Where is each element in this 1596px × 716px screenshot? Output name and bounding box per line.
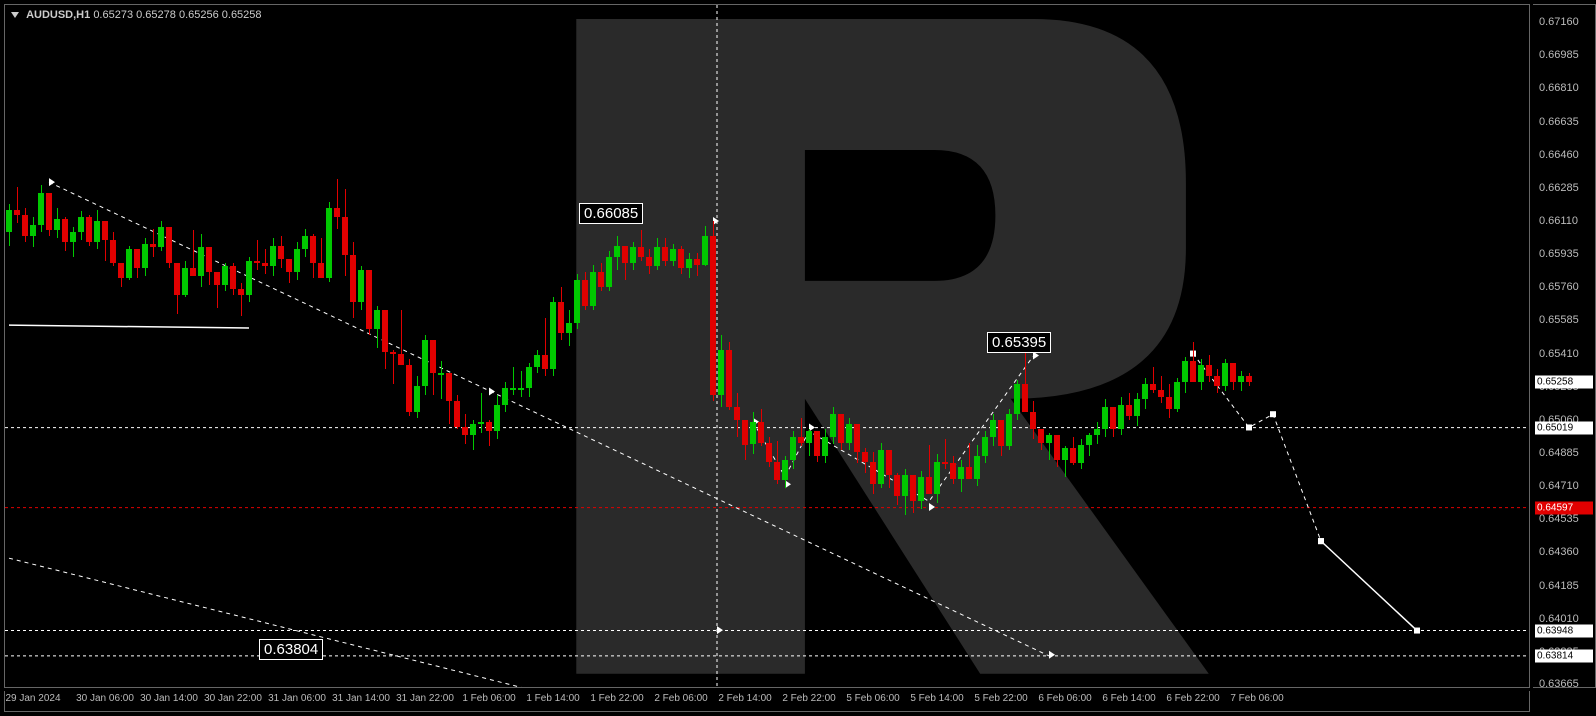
- x-tick: 6 Feb 22:00: [1166, 693, 1219, 704]
- x-tick: 30 Jan 06:00: [76, 693, 134, 704]
- x-tick: 1 Feb 06:00: [462, 693, 515, 704]
- y-axis: 0.67160 0.66985 0.66810 0.66635 0.66460 0.662…: [1533, 4, 1596, 688]
- x-tick: 2 Feb 14:00: [718, 693, 771, 704]
- x-tick: 5 Feb 06:00: [846, 693, 899, 704]
- x-tick: 5 Feb 22:00: [974, 693, 1027, 704]
- x-tick: 2 Feb 06:00: [654, 693, 707, 704]
- x-tick: 1 Feb 14:00: [526, 693, 579, 704]
- y-tick: 0.64360: [1539, 546, 1579, 558]
- y-tick: 0.66285: [1539, 182, 1579, 194]
- price-label: 0.65395: [987, 332, 1051, 353]
- y-tick: 0.64710: [1539, 480, 1579, 492]
- x-tick: 31 Jan 22:00: [396, 693, 454, 704]
- price-tag: 0.65258: [1535, 376, 1593, 389]
- y-tick: 0.64885: [1539, 447, 1579, 459]
- y-tick: 0.63665: [1539, 678, 1579, 690]
- y-tick: 0.65760: [1539, 281, 1579, 293]
- x-tick: 2 Feb 22:00: [782, 693, 835, 704]
- x-tick: 7 Feb 06:00: [1230, 693, 1283, 704]
- price-label: 0.63804: [259, 639, 323, 660]
- x-tick: 1 Feb 22:00: [590, 693, 643, 704]
- y-tick: 0.65410: [1539, 348, 1579, 360]
- y-tick: 0.65585: [1539, 314, 1579, 326]
- chart-area[interactable]: AUDUSD,H1 0.65273 0.65278 0.65256 0.6525…: [4, 4, 1530, 688]
- x-tick: 30 Jan 14:00: [140, 693, 198, 704]
- x-tick: 6 Feb 06:00: [1038, 693, 1091, 704]
- dropdown-icon[interactable]: [11, 12, 19, 18]
- ohlc-label: 0.65273 0.65278 0.65256 0.65258: [93, 9, 261, 21]
- price-tag: 0.65019: [1535, 421, 1593, 434]
- x-tick: 30 Jan 22:00: [204, 693, 262, 704]
- x-tick: 31 Jan 14:00: [332, 693, 390, 704]
- labels-layer: 0.66085 0.65395 0.63804: [5, 5, 1529, 687]
- price-label: 0.66085: [579, 203, 643, 224]
- price-tag: 0.63948: [1535, 624, 1593, 637]
- y-tick: 0.66635: [1539, 116, 1579, 128]
- y-tick: 0.65935: [1539, 248, 1579, 260]
- price-tag: 0.63814: [1535, 649, 1593, 662]
- x-tick: 31 Jan 06:00: [268, 693, 326, 704]
- symbol-label: AUDUSD,H1: [26, 9, 90, 21]
- y-tick: 0.64535: [1539, 513, 1579, 525]
- y-tick: 0.66460: [1539, 149, 1579, 161]
- y-tick: 0.66110: [1539, 215, 1578, 227]
- y-tick: 0.64010: [1539, 613, 1579, 625]
- chart-header: AUDUSD,H1 0.65273 0.65278 0.65256 0.6525…: [11, 9, 262, 21]
- x-axis: 29 Jan 2024 30 Jan 06:00 30 Jan 14:00 30 Ja…: [4, 691, 1530, 712]
- y-tick: 0.64185: [1539, 580, 1579, 592]
- x-tick: 6 Feb 14:00: [1102, 693, 1155, 704]
- x-tick: 29 Jan 2024: [5, 693, 60, 704]
- y-tick: 0.66985: [1539, 49, 1579, 61]
- price-tag: 0.64597: [1535, 501, 1593, 514]
- y-tick: 0.66810: [1539, 82, 1579, 94]
- y-tick: 0.67160: [1539, 16, 1579, 28]
- x-tick: 5 Feb 14:00: [910, 693, 963, 704]
